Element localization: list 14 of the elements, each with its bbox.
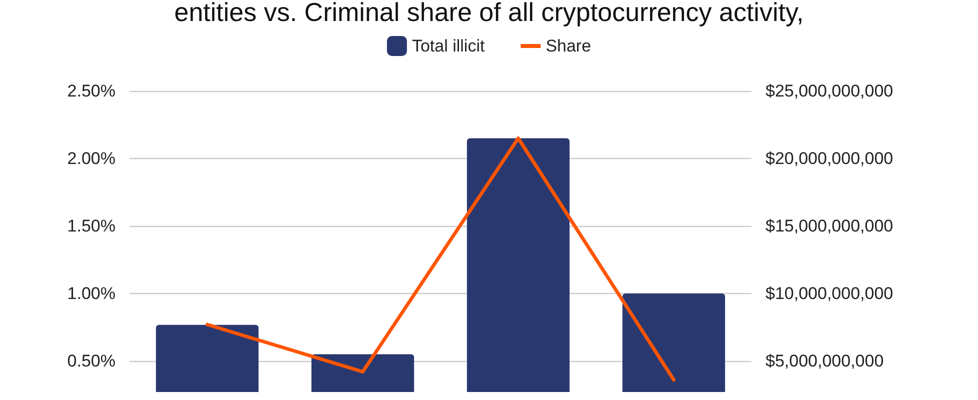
y2-tick-label: $25,000,000,000 <box>766 82 894 100</box>
y-tick-label: 1.50% <box>67 216 116 236</box>
y-tick-label: 1.00% <box>67 284 116 303</box>
legend-label: Total illicit <box>412 36 485 56</box>
legend-label: Share <box>546 36 592 56</box>
y2-tick-label: $5,000,000,000 <box>766 351 884 370</box>
y-tick-label: 0.50% <box>67 351 116 370</box>
y-tick-label: 2.50% <box>67 82 116 100</box>
chart-title: entities vs. Criminal share of all cryptocurrency activity, <box>174 0 804 27</box>
y-tick-label: 2.00% <box>67 148 116 168</box>
y2-tick-label: $20,000,000,000 <box>766 148 894 168</box>
y2-tick-label: $10,000,000,000 <box>766 284 894 303</box>
line-series <box>206 136 676 382</box>
y2-tick-label: $15,000,000,000 <box>766 216 894 236</box>
